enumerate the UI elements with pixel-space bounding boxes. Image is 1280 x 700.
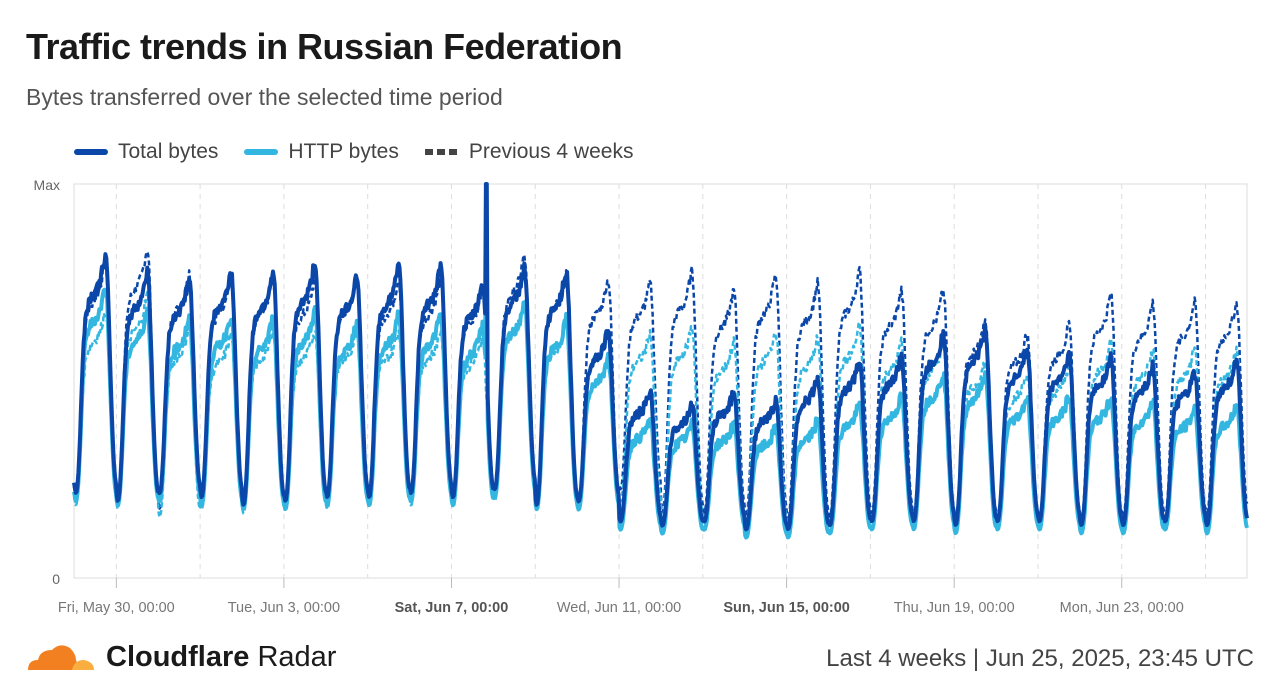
legend-label: HTTP bytes: [288, 140, 399, 163]
x-tick-label: Tue, Jun 3, 00:00: [228, 600, 340, 616]
page-subtitle: Bytes transferred over the selected time…: [26, 84, 503, 110]
brand-light: Radar: [257, 640, 337, 673]
cloudflare-cloud-icon: [28, 645, 94, 670]
previous-weeks-swatch: [424, 149, 459, 155]
timestamp: Jun 25, 2025, 23:45 UTC: [985, 645, 1254, 672]
series-line-previous-4-weeks-http-bytes-: [72, 290, 1249, 531]
legend-label: Total bytes: [118, 140, 219, 163]
http-bytes-swatch: [244, 149, 279, 155]
legend-item-previous-4-weeks[interactable]: Previous 4 weeks: [424, 140, 634, 164]
range-label: Last 4 weeks: [826, 645, 967, 672]
series-line-previous-4-weeks-total-bytes-: [72, 250, 1249, 522]
cloudflare-radar-logo: Cloudflare Radar: [26, 640, 336, 674]
total-bytes-swatch: [74, 149, 108, 155]
y-tick-zero: 0: [52, 571, 60, 587]
x-tick-label: Sun, Jun 15, 00:00: [723, 600, 850, 616]
time-range-info: Last 4 weeks | Jun 25, 2025, 23:45 UTC: [826, 645, 1254, 673]
x-tick-label: Fri, May 30, 00:00: [58, 600, 175, 616]
x-tick-label: Thu, Jun 19, 00:00: [894, 600, 1015, 616]
separator: |: [972, 645, 980, 672]
legend: Total bytes HTTP bytes Previous 4 weeks: [74, 140, 633, 164]
page-title: Traffic trends in Russian Federation: [26, 26, 623, 67]
brand-bold: Cloudflare: [106, 640, 250, 673]
plot-frame: [73, 183, 1248, 579]
traffic-chart: Fri, May 30, 00:00 Tue, Jun 3, 00:00 Sat, …: [34, 177, 1249, 616]
y-tick-max: Max: [34, 177, 60, 193]
legend-item-http-bytes[interactable]: HTTP bytes: [244, 140, 399, 164]
x-tick-label: Mon, Jun 23, 00:00: [1060, 600, 1184, 616]
x-tick-label: Wed, Jun 11, 00:00: [557, 600, 681, 616]
legend-item-total-bytes[interactable]: Total bytes: [74, 140, 218, 164]
legend-label: Previous 4 weeks: [468, 140, 634, 163]
series-line-total-bytes: [72, 182, 1249, 532]
x-tick-label: Sat, Jun 7, 00:00: [395, 600, 509, 616]
